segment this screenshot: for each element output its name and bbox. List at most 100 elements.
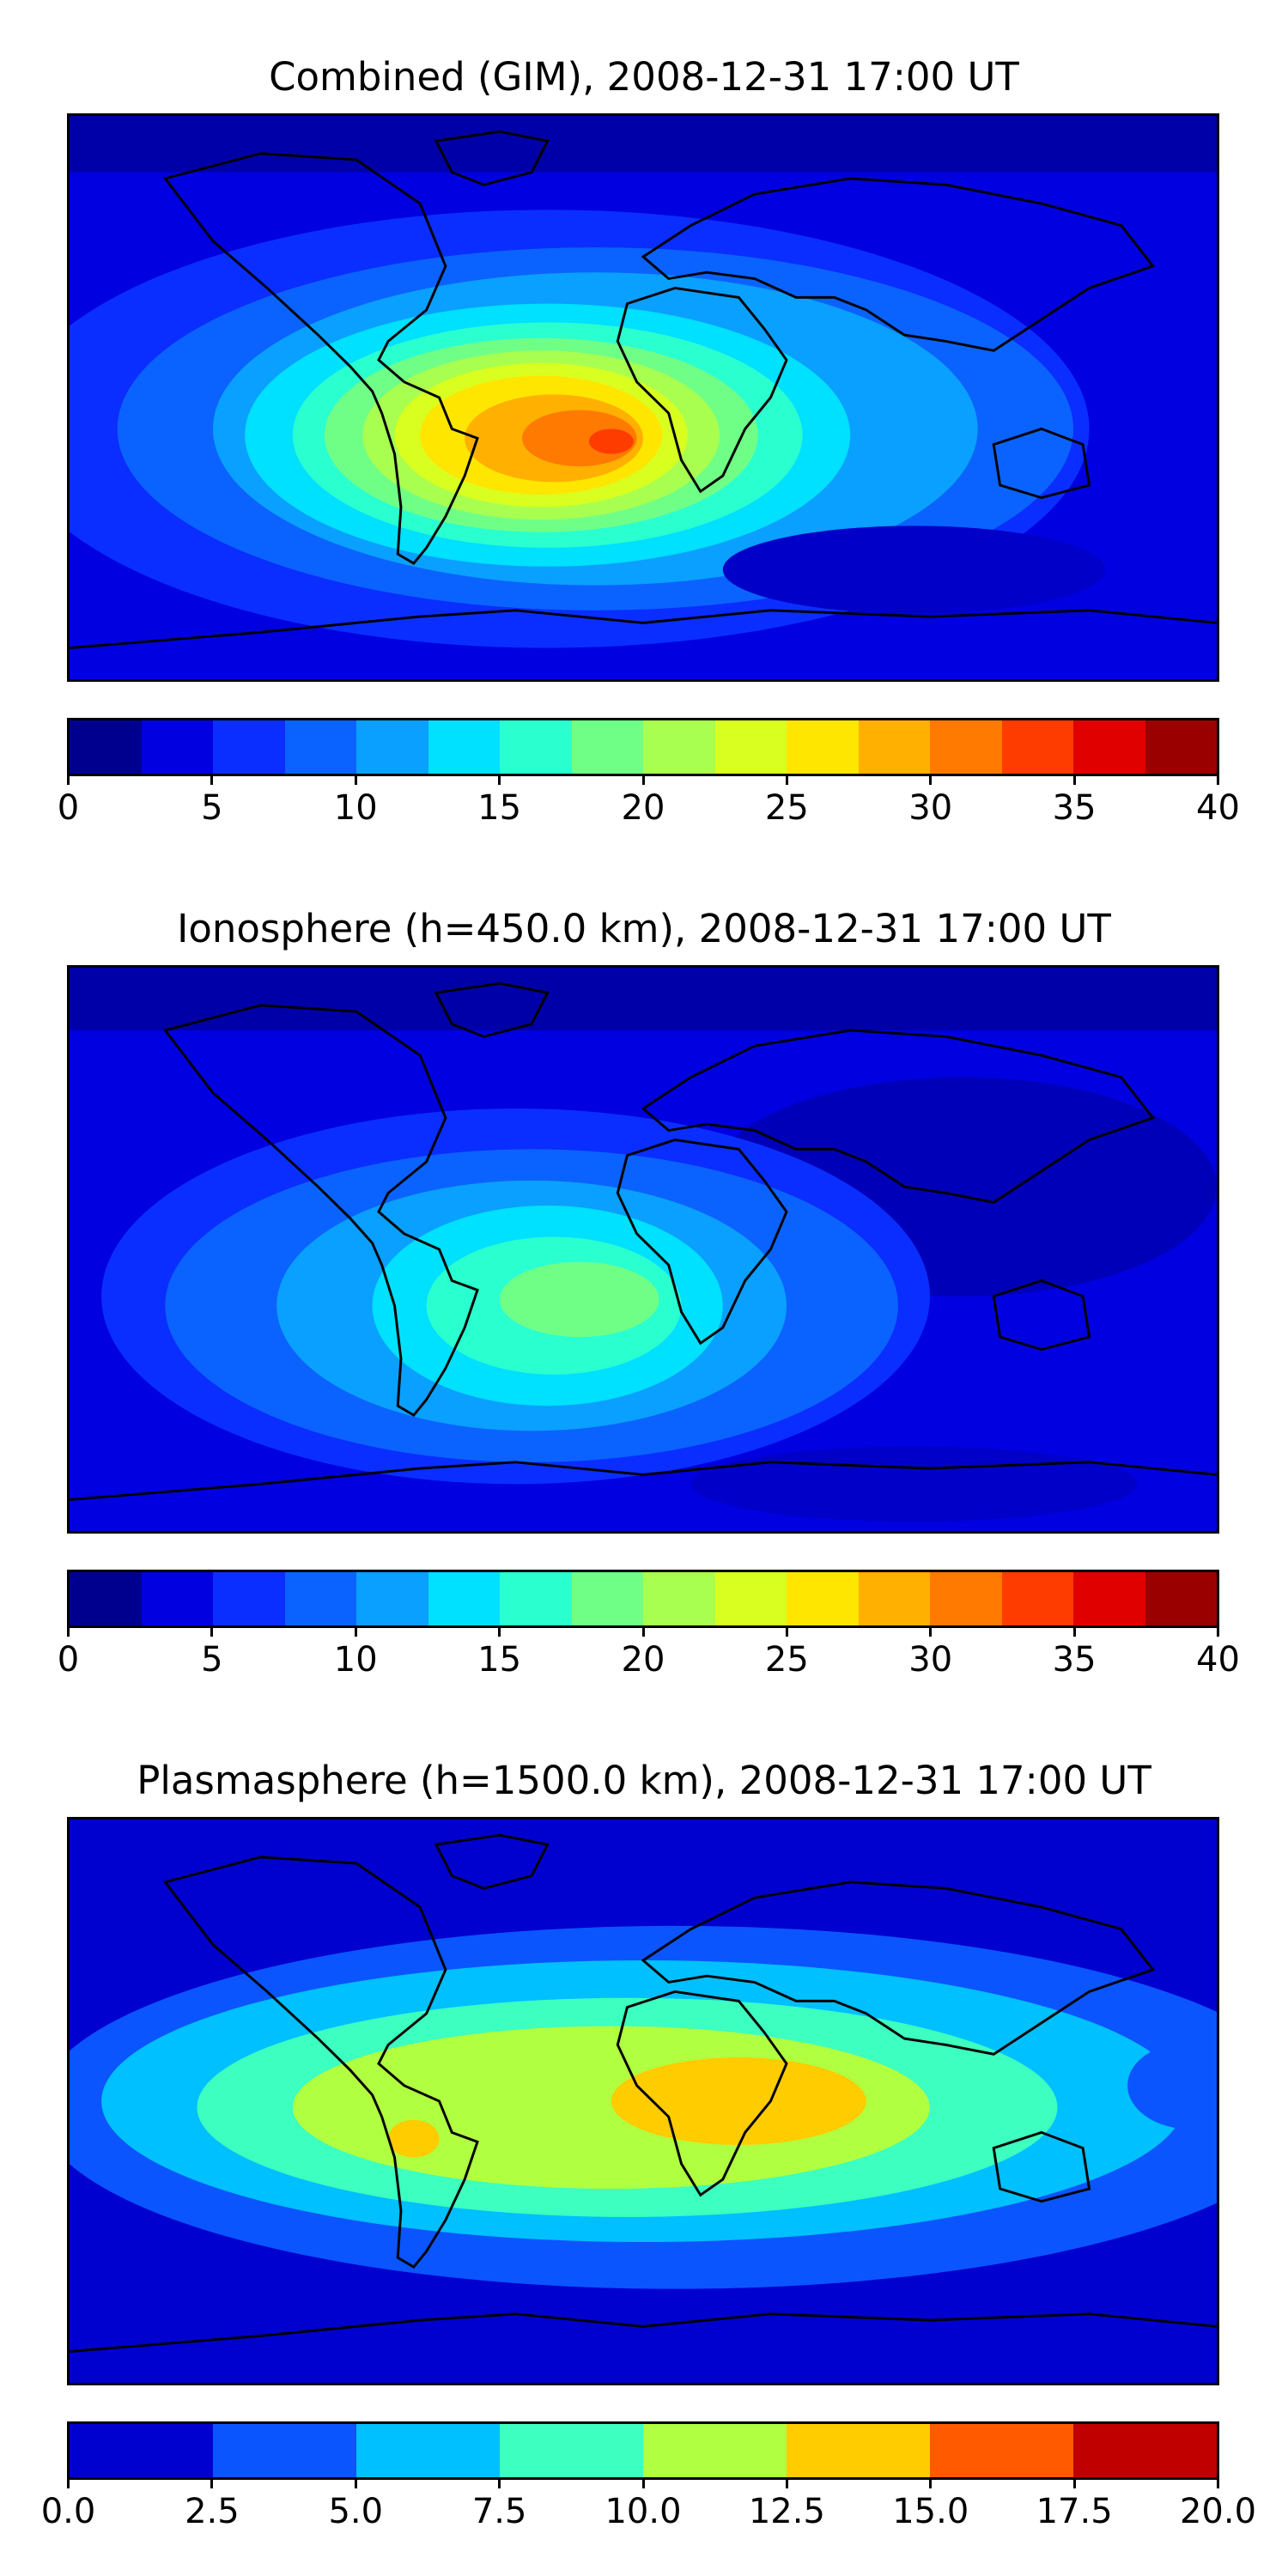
colorbar-tick bbox=[210, 776, 214, 785]
colorbar-segment bbox=[70, 2424, 213, 2477]
colorbar-tick bbox=[1217, 776, 1219, 785]
colorbar-tick-label: 25 bbox=[764, 788, 809, 828]
colorbar-segment bbox=[356, 1572, 428, 1625]
colorbar-segment bbox=[643, 2424, 787, 2477]
colorbar-tick bbox=[67, 2480, 70, 2488]
colorbar-tick bbox=[498, 1628, 501, 1637]
colorbar-tick-label: 35 bbox=[1052, 1640, 1097, 1680]
colorbar-tick bbox=[1072, 1628, 1076, 1637]
colorbar-tick bbox=[641, 776, 645, 785]
panel-title-ionosphere: Ionosphere (h=450.0 km), 2008-12-31 17:0… bbox=[177, 906, 1111, 951]
colorbar-tick-label: 0 bbox=[57, 1640, 80, 1680]
colorbar-tick bbox=[641, 1628, 645, 1637]
colorbar-tick bbox=[785, 776, 788, 785]
colorbar-ionosphere bbox=[67, 1570, 1219, 1628]
colorbar-tick bbox=[1217, 1628, 1219, 1637]
colorbar-tick-label: 10 bbox=[333, 1640, 378, 1680]
colorbar-segment bbox=[787, 2424, 930, 2477]
colorbar-tick bbox=[210, 2480, 214, 2488]
colorbar-tick-label: 30 bbox=[908, 788, 953, 828]
colorbar-tick-label: 40 bbox=[1196, 1640, 1240, 1680]
colorbar-segment bbox=[428, 1572, 500, 1625]
colorbar-segment bbox=[141, 1572, 213, 1625]
colorbar-tick-label: 30 bbox=[908, 1640, 953, 1680]
colorbar-segment bbox=[787, 1572, 859, 1625]
colorbar-segment bbox=[1073, 2424, 1217, 2477]
colorbar-tick bbox=[1072, 2480, 1076, 2488]
colorbar-tick bbox=[210, 1628, 214, 1637]
colorbar-plasmasphere bbox=[67, 2421, 1219, 2480]
colorbar-tick bbox=[67, 776, 70, 785]
colorbar-segment bbox=[571, 1572, 643, 1625]
colorbar-tick bbox=[929, 1628, 933, 1637]
colorbar-tick-label: 7.5 bbox=[471, 2492, 527, 2531]
colorbar-segment bbox=[1001, 720, 1073, 774]
colorbar-tick-label: 0.0 bbox=[40, 2492, 96, 2531]
colorbar-tick bbox=[641, 2480, 645, 2488]
colorbar-segment bbox=[858, 720, 930, 774]
colorbar-tick-label: 20.0 bbox=[1179, 2492, 1257, 2531]
colorbar-segment bbox=[1001, 1572, 1073, 1625]
colorbar-tick-label: 12.5 bbox=[748, 2492, 825, 2531]
colorbar-segment bbox=[500, 2424, 643, 2477]
map-ionosphere bbox=[67, 965, 1219, 1534]
colorbar-tick-label: 2.5 bbox=[185, 2492, 240, 2531]
colorbar-tick-label: 5.0 bbox=[328, 2492, 384, 2531]
colorbar-tick bbox=[929, 776, 933, 785]
colorbar-segment bbox=[643, 1572, 715, 1625]
colorbar-tick-label: 10.0 bbox=[605, 2492, 682, 2531]
colorbar-tick bbox=[1217, 2480, 1219, 2488]
colorbar-tick bbox=[67, 1628, 70, 1637]
colorbar-tick-label: 20 bbox=[621, 1640, 665, 1680]
colorbar-tick bbox=[354, 2480, 357, 2488]
colorbar-segment bbox=[500, 1572, 572, 1625]
colorbar-tick bbox=[785, 2480, 788, 2488]
colorbar-combined bbox=[67, 718, 1219, 776]
colorbar-tick-label: 20 bbox=[621, 788, 665, 828]
colorbar-segment bbox=[1145, 1572, 1217, 1625]
colorbar-tick-label: 15.0 bbox=[892, 2492, 969, 2531]
colorbar-segment bbox=[1073, 720, 1145, 774]
colorbar-segment bbox=[213, 1572, 285, 1625]
colorbar-tick bbox=[785, 1628, 788, 1637]
colorbar-tick bbox=[1072, 776, 1076, 785]
colorbar-segment bbox=[1073, 1572, 1145, 1625]
colorbar-segment bbox=[930, 2424, 1073, 2477]
colorbar-segment bbox=[284, 720, 356, 774]
map-plasmasphere bbox=[67, 1817, 1219, 2385]
colorbar-tick bbox=[498, 2480, 501, 2488]
colorbar-tick-label: 15 bbox=[477, 788, 522, 828]
panel-title-combined: Combined (GIM), 2008-12-31 17:00 UT bbox=[269, 54, 1019, 100]
colorbar-tick bbox=[498, 776, 501, 785]
colorbar-tick-label: 35 bbox=[1052, 788, 1097, 828]
colorbar-segment bbox=[356, 2424, 500, 2477]
colorbar-segment bbox=[1145, 720, 1217, 774]
colorbar-tick-label: 10 bbox=[333, 788, 378, 828]
colorbar-segment bbox=[571, 720, 643, 774]
colorbar-segment bbox=[356, 720, 428, 774]
colorbar-segment bbox=[70, 1572, 142, 1625]
colorbar-segment bbox=[70, 720, 142, 774]
colorbar-segment bbox=[428, 720, 500, 774]
colorbar-tick-label: 17.5 bbox=[1036, 2492, 1113, 2531]
colorbar-segment bbox=[643, 720, 715, 774]
colorbar-segment bbox=[500, 720, 572, 774]
colorbar-tick-label: 40 bbox=[1196, 788, 1240, 828]
colorbar-segment bbox=[284, 1572, 356, 1625]
colorbar-segment bbox=[787, 720, 859, 774]
colorbar-segment bbox=[858, 1572, 930, 1625]
colorbar-tick bbox=[354, 776, 357, 785]
colorbar-segment bbox=[213, 720, 285, 774]
colorbar-segment bbox=[213, 2424, 356, 2477]
colorbar-segment bbox=[930, 1572, 1002, 1625]
colorbar-tick-label: 5 bbox=[201, 788, 223, 828]
map-combined-gim bbox=[67, 113, 1219, 682]
colorbar-tick-label: 25 bbox=[764, 1640, 809, 1680]
colorbar-tick-label: 5 bbox=[201, 1640, 223, 1680]
colorbar-segment bbox=[141, 720, 213, 774]
panel-title-plasmasphere: Plasmasphere (h=1500.0 km), 2008-12-31 1… bbox=[137, 1758, 1151, 1803]
colorbar-tick bbox=[929, 2480, 933, 2488]
colorbar-tick bbox=[354, 1628, 357, 1637]
colorbar-segment bbox=[714, 1572, 787, 1625]
colorbar-tick-label: 15 bbox=[477, 1640, 522, 1680]
